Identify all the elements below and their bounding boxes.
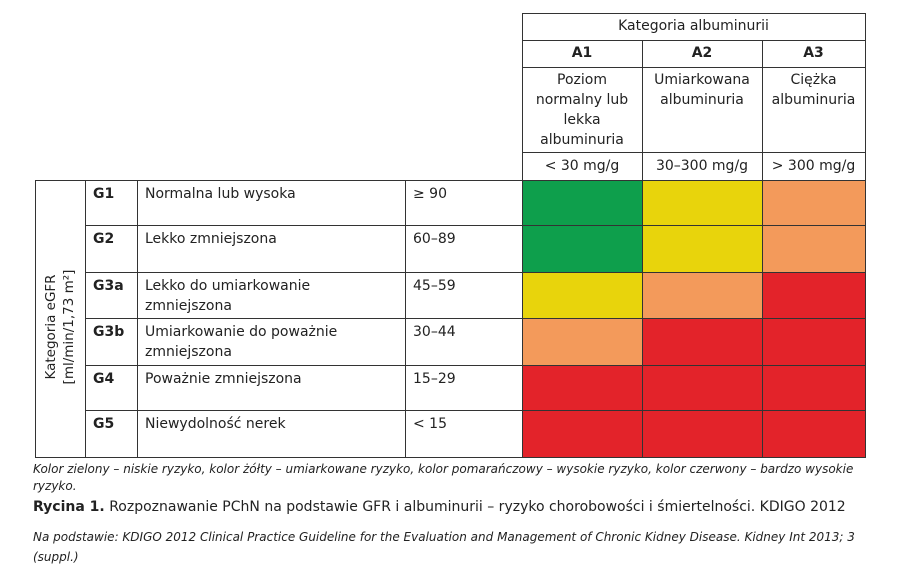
row-label: Poważnie zmniejszona bbox=[145, 371, 302, 387]
risk-cell bbox=[762, 225, 866, 273]
caption: Rycina 1. Rozpoznawanie PChN na podstawi… bbox=[33, 497, 883, 517]
legend-note: Kolor zielony – niskie ryzyko, kolor żół… bbox=[33, 462, 854, 493]
risk-cell bbox=[642, 225, 763, 273]
column-description: Umiarkowana albuminuria bbox=[654, 72, 750, 108]
risk-cell bbox=[762, 180, 866, 226]
risk-cell bbox=[642, 365, 763, 411]
risk-cell bbox=[762, 272, 866, 319]
row-label: Niewydolność nerek bbox=[145, 416, 286, 432]
header-title: Kategoria albuminurii bbox=[618, 18, 769, 34]
row-label: Normalna lub wysoka bbox=[145, 186, 296, 202]
column-description: Poziom normalny lub lekka albuminuria bbox=[535, 72, 629, 148]
source: Na podstawie: KDIGO 2012 Clinical Practi… bbox=[33, 530, 855, 564]
side-label-line: Kategoria eGFR bbox=[43, 274, 59, 380]
risk-cell bbox=[522, 180, 643, 226]
column-code: A2 bbox=[691, 45, 713, 61]
row-label: Lekko zmniejszona bbox=[145, 231, 277, 247]
row-range: ≥ 90 bbox=[413, 186, 447, 202]
risk-cell bbox=[522, 410, 643, 458]
risk-cell bbox=[522, 272, 643, 319]
column-range: > 300 mg/g bbox=[771, 158, 856, 174]
risk-cell bbox=[642, 180, 763, 226]
row-range: 45–59 bbox=[413, 278, 456, 294]
risk-cell bbox=[762, 365, 866, 411]
row-label: Umiarkowanie do poważnie zmniejszona bbox=[145, 324, 338, 360]
risk-cell bbox=[762, 410, 866, 458]
row-range: 15–29 bbox=[413, 371, 456, 387]
row-code: G4 bbox=[93, 371, 115, 387]
caption-text: Rozpoznawanie PChN na podstawie GFR i al… bbox=[109, 499, 846, 515]
risk-cell bbox=[522, 365, 643, 411]
row-code: G1 bbox=[93, 186, 115, 202]
row-code: G2 bbox=[93, 231, 115, 247]
row-range: 30–44 bbox=[413, 324, 456, 340]
row-range: 60–89 bbox=[413, 231, 456, 247]
column-description: Ciężka albuminuria bbox=[771, 72, 856, 108]
row-range: < 15 bbox=[413, 416, 447, 432]
risk-cell bbox=[522, 318, 643, 366]
row-code: G3a bbox=[93, 278, 124, 294]
side-label: Kategoria eGFR [ml/min/1,73 m²] bbox=[42, 207, 78, 447]
row-code: G5 bbox=[93, 416, 115, 432]
column-range: 30–300 mg/g bbox=[655, 158, 749, 174]
row-label: Lekko do umiarkowanie zmniejszona bbox=[145, 278, 311, 314]
risk-cell bbox=[642, 272, 763, 319]
risk-cell bbox=[642, 318, 763, 366]
column-range: < 30 mg/g bbox=[544, 158, 620, 174]
row-code: G3b bbox=[93, 324, 125, 340]
risk-cell bbox=[522, 225, 643, 273]
risk-cell bbox=[762, 318, 866, 366]
column-code: A1 bbox=[571, 45, 593, 61]
risk-cell bbox=[642, 410, 763, 458]
side-label-line: [ml/min/1,73 m²] bbox=[61, 269, 77, 385]
column-code: A3 bbox=[803, 45, 824, 61]
caption-label: Rycina 1. bbox=[33, 499, 105, 515]
